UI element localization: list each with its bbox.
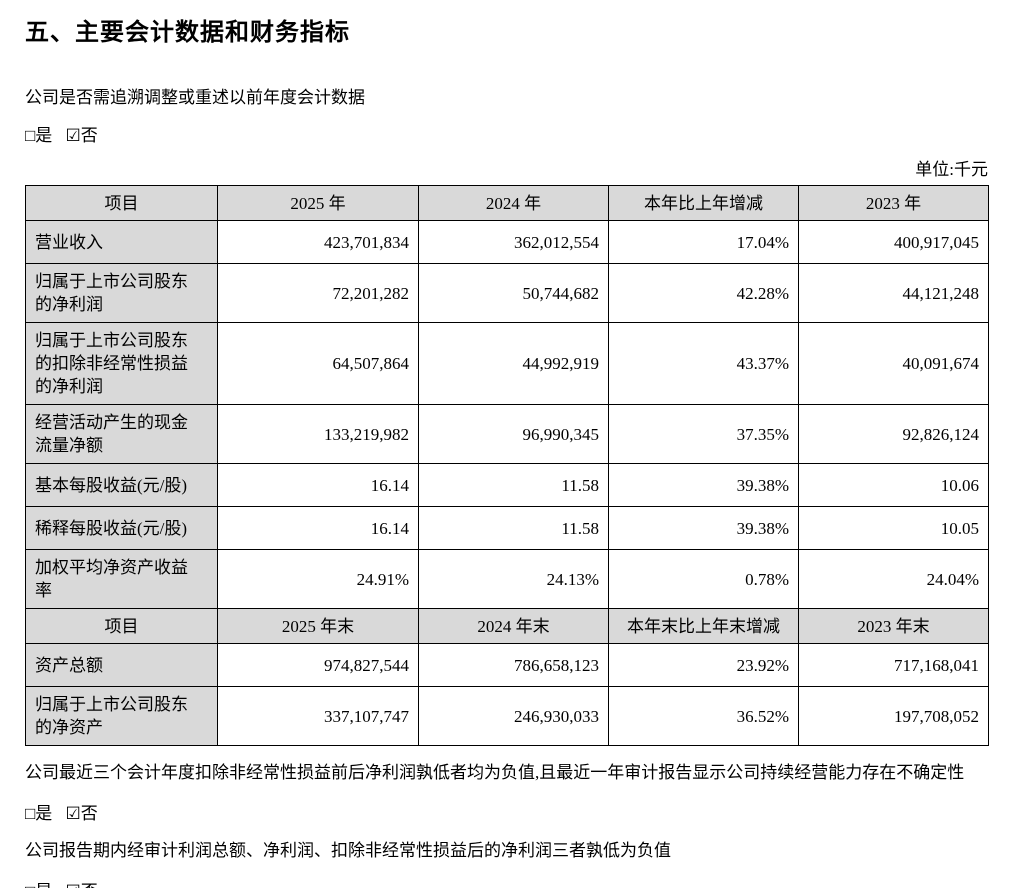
value-cell: 72,201,282 [217,263,419,323]
value-cell: 40,091,674 [798,322,989,405]
restatement-answer: □是 ☑否 [25,121,988,146]
value-cell: 24.91% [217,549,419,609]
header-cell-2023-eoy: 2023 年末 [798,608,989,644]
table-row-weighted-avg-roe: 加权平均净资产收益率 24.91% 24.13% 0.78% 24.04% [25,549,989,609]
header-cell-yoy-change: 本年比上年增减 [608,185,799,221]
header-cell-item: 项目 [25,608,218,644]
row-label-cell: 归属于上市公司股东的扣除非经常性损益的净利润 [25,322,218,405]
table-row-net-assets: 归属于上市公司股东的净资产 337,107,747 246,930,033 36… [25,686,989,746]
value-cell: 92,826,124 [798,404,989,464]
value-cell: 39.38% [608,463,799,507]
row-label-cell: 营业收入 [25,220,218,264]
value-cell: 337,107,747 [217,686,419,746]
value-cell: 10.06 [798,463,989,507]
value-cell: 197,708,052 [798,686,989,746]
header-cell-item: 项目 [25,185,218,221]
value-cell: 0.78% [608,549,799,609]
eoy-header-row: 项目 2025 年末 2024 年末 本年末比上年末增减 2023 年末 [25,608,989,644]
value-cell: 37.35% [608,404,799,464]
table-row-net-profit: 归属于上市公司股东的净利润 72,201,282 50,744,682 42.2… [25,263,989,323]
no-checkbox: ☑否 [65,126,98,145]
value-cell: 133,219,982 [217,404,419,464]
no-checkbox: ☑否 [65,804,98,823]
value-cell: 96,990,345 [418,404,609,464]
row-label-cell: 加权平均净资产收益率 [25,549,218,609]
header-cell-2025-eoy: 2025 年末 [217,608,419,644]
restatement-question: 公司是否需追溯调整或重述以前年度会计数据 [25,88,365,107]
yes-checkbox: □是 [25,126,53,145]
value-cell: 64,507,864 [217,322,419,405]
going-concern-note: 公司最近三个会计年度扣除非经常性损益前后净利润孰低者均为负值,且最近一年审计报告… [25,763,965,782]
row-label-cell: 基本每股收益(元/股) [25,463,218,507]
annual-header-row: 项目 2025 年 2024 年 本年比上年增减 2023 年 [25,185,989,221]
value-cell: 717,168,041 [798,643,989,687]
table-row-total-assets: 资产总额 974,827,544 786,658,123 23.92% 717,… [25,643,989,687]
yes-checkbox: □是 [25,882,52,888]
value-cell: 50,744,682 [418,263,609,323]
value-cell: 24.13% [418,549,609,609]
value-cell: 23.92% [608,643,799,687]
value-cell: 423,701,834 [217,220,419,264]
value-cell: 786,658,123 [418,643,609,687]
table-row-operating-cash-flow: 经营活动产生的现金流量净额 133,219,982 96,990,345 37.… [25,404,989,464]
value-cell: 39.38% [608,506,799,550]
going-concern-answer: □是 ☑否 [25,799,988,824]
value-cell: 974,827,544 [217,643,419,687]
value-cell: 10.05 [798,506,989,550]
value-cell: 16.14 [217,506,419,550]
table-row-diluted-eps: 稀释每股收益(元/股) 16.14 11.58 39.38% 10.05 [25,506,989,550]
audited-profit-note: 公司报告期内经审计利润总额、净利润、扣除非经常性损益后的净利润三者孰低为负值 [25,841,671,860]
value-cell: 42.28% [608,263,799,323]
value-cell: 44,121,248 [798,263,989,323]
yes-checkbox: □是 [25,804,53,823]
audited-profit-answer: □是 ☑否 [25,877,988,888]
row-label-cell: 经营活动产生的现金流量净额 [25,404,218,464]
section-title: 五、主要会计数据和财务指标 [25,19,350,46]
no-checkbox: ☑否 [66,882,98,888]
value-cell: 17.04% [608,220,799,264]
row-label-cell: 稀释每股收益(元/股) [25,506,218,550]
table-row-basic-eps: 基本每股收益(元/股) 16.14 11.58 39.38% 10.06 [25,463,989,507]
header-cell-2025: 2025 年 [217,185,419,221]
table-row-revenue: 营业收入 423,701,834 362,012,554 17.04% 400,… [25,220,989,264]
value-cell: 36.52% [608,686,799,746]
value-cell: 246,930,033 [418,686,609,746]
value-cell: 400,917,045 [798,220,989,264]
value-cell: 16.14 [217,463,419,507]
value-cell: 24.04% [798,549,989,609]
header-cell-eoy-change: 本年末比上年末增减 [608,608,799,644]
row-label-cell: 资产总额 [25,643,218,687]
header-cell-2024-eoy: 2024 年末 [418,608,609,644]
row-label-cell: 归属于上市公司股东的净利润 [25,263,218,323]
table-row-net-profit-excl-nonrecurring: 归属于上市公司股东的扣除非经常性损益的净利润 64,507,864 44,992… [25,322,989,405]
unit-label: 单位:千元 [915,160,988,179]
value-cell: 11.58 [418,463,609,507]
row-label-cell: 归属于上市公司股东的净资产 [25,686,218,746]
financial-indicators-table: 项目 2025 年 2024 年 本年比上年增减 2023 年 营业收入 423… [25,185,989,746]
value-cell: 11.58 [418,506,609,550]
header-cell-2023: 2023 年 [798,185,989,221]
value-cell: 44,992,919 [418,322,609,405]
header-cell-2024: 2024 年 [418,185,609,221]
value-cell: 43.37% [608,322,799,405]
value-cell: 362,012,554 [418,220,609,264]
